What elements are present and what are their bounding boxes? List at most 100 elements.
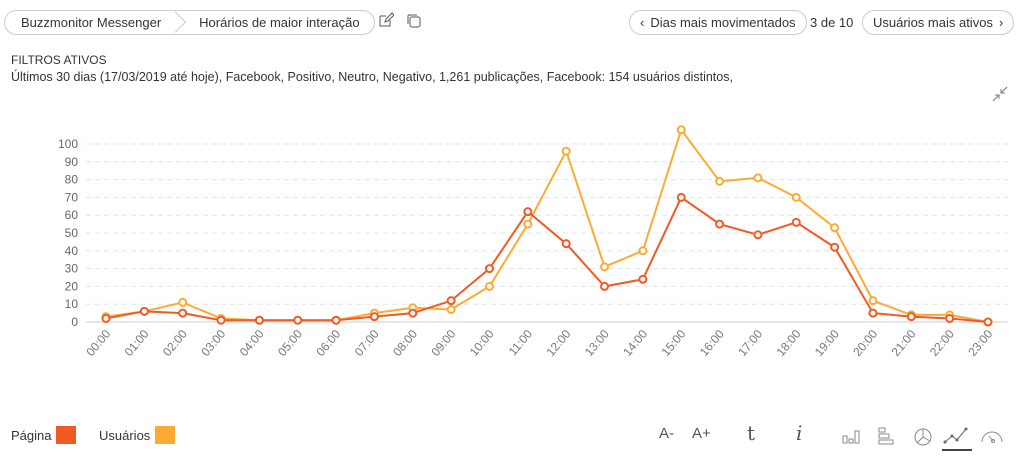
horizontal-bar-icon[interactable] bbox=[878, 427, 894, 449]
data-point[interactable] bbox=[523, 219, 533, 229]
x-tick-label: 12:00 bbox=[543, 327, 573, 359]
x-tick-label: 03:00 bbox=[198, 327, 228, 359]
series-line-pagina bbox=[105, 195, 989, 323]
data-point[interactable] bbox=[983, 317, 993, 327]
y-tick-label: 90 bbox=[65, 155, 79, 169]
font-decrease-button[interactable]: A- bbox=[659, 425, 674, 442]
prev-report-label: Dias mais movimentados bbox=[650, 15, 796, 30]
x-tick-label: 08:00 bbox=[390, 327, 420, 359]
data-point[interactable] bbox=[868, 308, 878, 318]
y-tick-label: 30 bbox=[65, 262, 79, 276]
data-point[interactable] bbox=[216, 315, 226, 325]
y-tick-label: 100 bbox=[58, 137, 78, 151]
data-point[interactable] bbox=[293, 315, 303, 325]
data-point[interactable] bbox=[369, 312, 379, 322]
data-point[interactable] bbox=[408, 308, 418, 318]
legend-label: Usuários bbox=[99, 427, 151, 443]
data-point[interactable] bbox=[446, 305, 456, 315]
data-point[interactable] bbox=[715, 176, 725, 186]
data-point[interactable] bbox=[331, 315, 341, 325]
breadcrumb-item-current[interactable]: Horários de maior interação bbox=[199, 15, 360, 30]
x-tick-label: 11:00 bbox=[506, 327, 536, 359]
info-icon[interactable]: i bbox=[796, 421, 803, 445]
chevron-right-icon: › bbox=[998, 15, 1004, 30]
gauge-icon[interactable] bbox=[980, 428, 1004, 448]
filters-title: FILTROS ATIVOS bbox=[11, 53, 107, 67]
y-tick-label: 10 bbox=[65, 297, 79, 311]
data-point[interactable] bbox=[945, 313, 955, 323]
x-tick-label: 04:00 bbox=[237, 327, 267, 359]
edit-icon[interactable] bbox=[378, 12, 395, 31]
data-point[interactable] bbox=[676, 192, 686, 202]
data-point[interactable] bbox=[561, 239, 571, 249]
y-tick-label: 20 bbox=[65, 279, 79, 293]
data-point[interactable] bbox=[101, 313, 111, 323]
x-tick-label: 02:00 bbox=[160, 327, 190, 359]
legend-item-usuarios[interactable]: Usuários bbox=[99, 426, 176, 444]
breadcrumb-item-messenger[interactable]: Buzzmonitor Messenger bbox=[5, 15, 183, 30]
text-icon[interactable]: t bbox=[747, 421, 756, 445]
x-tick-label: 15:00 bbox=[658, 327, 688, 359]
data-point[interactable] bbox=[178, 308, 188, 318]
legend-swatch bbox=[56, 426, 77, 444]
legend-item-pagina[interactable]: Página bbox=[11, 426, 77, 444]
data-point[interactable] bbox=[254, 315, 264, 325]
data-point[interactable] bbox=[484, 264, 494, 274]
y-tick-label: 60 bbox=[65, 208, 79, 222]
filters-description: Últimos 30 dias (17/03/2019 até hoje), F… bbox=[11, 70, 733, 84]
data-point[interactable] bbox=[791, 217, 801, 227]
line-chart-icon[interactable] bbox=[942, 425, 972, 457]
data-point[interactable] bbox=[868, 296, 878, 306]
pager: 3 de 10 bbox=[810, 15, 854, 30]
legend-label: Página bbox=[11, 427, 52, 443]
chevron-left-icon: ‹ bbox=[640, 15, 645, 30]
data-point[interactable] bbox=[715, 219, 725, 229]
data-point[interactable] bbox=[638, 246, 648, 256]
collapse-icon[interactable] bbox=[992, 86, 1008, 105]
data-point[interactable] bbox=[753, 173, 763, 183]
breadcrumb: Buzzmonitor Messenger Horários de maior … bbox=[4, 10, 375, 35]
pie-chart-icon[interactable] bbox=[913, 427, 933, 451]
font-increase-button[interactable]: A+ bbox=[692, 425, 711, 442]
data-point[interactable] bbox=[561, 146, 571, 156]
next-report-label: Usuários mais ativos bbox=[873, 15, 993, 30]
data-point[interactable] bbox=[600, 262, 610, 272]
y-tick-label: 50 bbox=[65, 226, 79, 240]
y-tick-label: 0 bbox=[71, 315, 78, 329]
data-point[interactable] bbox=[638, 274, 648, 284]
data-point[interactable] bbox=[830, 223, 840, 233]
data-point[interactable] bbox=[791, 192, 801, 202]
x-tick-label: 13:00 bbox=[582, 327, 612, 359]
data-point[interactable] bbox=[676, 125, 686, 135]
x-tick-label: 22:00 bbox=[927, 327, 957, 359]
data-point[interactable] bbox=[139, 306, 149, 316]
x-tick-label: 09:00 bbox=[428, 327, 458, 359]
copy-icon[interactable] bbox=[406, 13, 422, 32]
x-tick-label: 19:00 bbox=[812, 327, 842, 359]
x-tick-label: 17:00 bbox=[735, 327, 765, 359]
data-point[interactable] bbox=[446, 296, 456, 306]
data-point[interactable] bbox=[484, 281, 494, 291]
line-chart: 0 10 20 30 40 50 60 70 80 90 100 00:00 01:00 02:00 03:… bbox=[58, 125, 1008, 359]
y-tick-label: 40 bbox=[65, 244, 79, 258]
x-tick-label: 01:00 bbox=[122, 327, 152, 359]
x-tick-label: 16:00 bbox=[697, 327, 727, 359]
data-point[interactable] bbox=[753, 230, 763, 240]
y-tick-label: 70 bbox=[65, 190, 79, 204]
data-point[interactable] bbox=[906, 312, 916, 322]
x-tick-label: 05:00 bbox=[275, 327, 305, 359]
data-point[interactable] bbox=[523, 207, 533, 217]
x-tick-label: 10:00 bbox=[467, 327, 497, 359]
x-tick-label: 00:00 bbox=[83, 327, 113, 359]
prev-report-button[interactable]: ‹ Dias mais movimentados bbox=[629, 10, 807, 35]
legend-swatch bbox=[155, 426, 176, 444]
data-point[interactable] bbox=[600, 281, 610, 291]
bar-chart-icon[interactable] bbox=[842, 428, 860, 448]
data-point[interactable] bbox=[830, 242, 840, 252]
next-report-button[interactable]: Usuários mais ativos › bbox=[862, 10, 1015, 35]
x-tick-label: 06:00 bbox=[313, 327, 343, 359]
series-line-usuarios bbox=[105, 127, 989, 323]
data-point[interactable] bbox=[178, 297, 188, 307]
x-tick-label: 21:00 bbox=[889, 327, 919, 359]
x-tick-label: 14:00 bbox=[620, 327, 650, 359]
